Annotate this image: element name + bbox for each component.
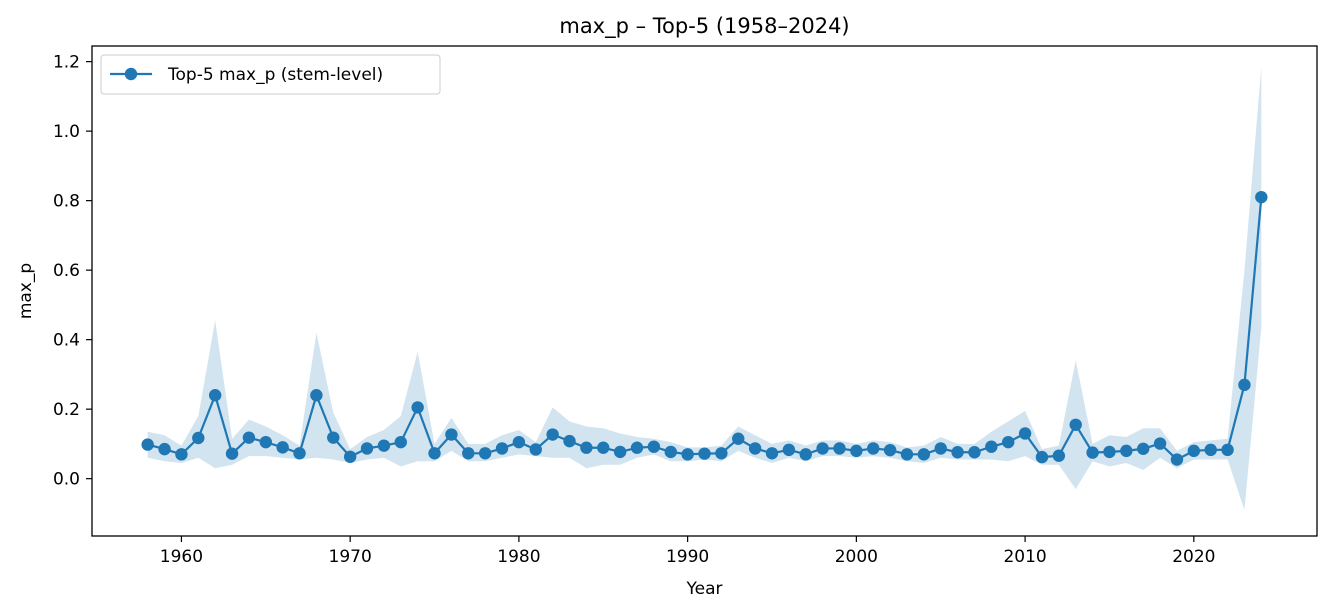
series-marker-layer: [141, 190, 1268, 466]
data-point: [1170, 453, 1184, 466]
data-point: [1238, 378, 1251, 392]
x-tick-label: 1980: [497, 547, 540, 567]
x-tick-label: 2000: [835, 547, 878, 567]
data-point: [647, 440, 661, 453]
data-point: [799, 448, 812, 461]
data-point: [1120, 444, 1133, 458]
data-point: [192, 431, 205, 445]
data-point: [900, 448, 914, 461]
confidence-band-layer: [147, 66, 1262, 510]
data-point: [968, 446, 981, 459]
x-tick-label: 1960: [160, 547, 203, 567]
data-point: [580, 441, 593, 454]
data-point: [1103, 445, 1116, 459]
data-point: [1137, 442, 1150, 455]
y-axis-ticks: 0.0 0.2 0.4 0.6 0.8 1.0 1.2: [53, 53, 92, 490]
data-point: [850, 444, 863, 458]
y-tick-label: 0.8: [53, 192, 80, 212]
y-tick-label: 0.4: [53, 331, 80, 351]
y-tick-label: 1.0: [53, 122, 80, 142]
y-axis-label: max_p: [16, 263, 36, 319]
data-point: [276, 441, 289, 454]
data-point: [1221, 443, 1234, 457]
plot-frame: [91, 45, 1318, 537]
data-point: [310, 389, 323, 402]
data-point: [748, 442, 762, 455]
legend-entry-label: Top-5 max_p (stem-level): [167, 65, 383, 85]
data-point: [259, 435, 272, 449]
chart-title: max_p – Top-5 (1958–2024): [559, 14, 849, 39]
data-point: [833, 442, 846, 455]
y-tick-label: 0.6: [53, 261, 80, 281]
data-point: [225, 447, 239, 460]
data-point: [208, 389, 222, 402]
y-tick-label: 0.2: [53, 400, 80, 420]
x-tick-label: 1970: [329, 547, 372, 567]
x-axis-label: Year: [686, 579, 723, 599]
data-point: [597, 441, 610, 454]
data-point: [1069, 418, 1082, 431]
x-axis-ticks: 1960 1970 1980 1990 2000 2010 2020: [160, 536, 1215, 567]
data-point: [816, 442, 829, 455]
data-point: [495, 442, 509, 455]
data-point: [985, 440, 998, 453]
data-point: [445, 428, 458, 441]
data-point: [715, 447, 728, 460]
legend-marker-swatch: [124, 67, 138, 81]
data-point: [782, 443, 796, 457]
data-point: [1204, 443, 1217, 457]
data-point: [428, 447, 441, 460]
data-point: [546, 428, 559, 441]
data-point: [529, 443, 542, 456]
data-point: [613, 445, 627, 459]
x-tick-label: 2020: [1172, 547, 1215, 567]
data-point: [698, 447, 711, 460]
data-point: [917, 448, 931, 461]
data-point: [1255, 190, 1268, 204]
data-point: [883, 443, 897, 457]
data-point: [1153, 437, 1167, 450]
data-point: [867, 442, 880, 455]
data-point: [512, 435, 526, 449]
data-point: [343, 450, 357, 463]
data-point: [1052, 449, 1066, 462]
data-point: [1187, 444, 1201, 458]
data-point: [360, 442, 374, 455]
data-point: [563, 434, 576, 448]
data-point: [377, 439, 391, 452]
y-tick-label: 0.0: [53, 470, 80, 490]
data-point: [394, 435, 407, 449]
legend: Top-5 max_p (stem-level): [100, 54, 441, 95]
data-point: [462, 447, 475, 460]
data-point: [951, 446, 964, 459]
x-tick-label: 1990: [666, 547, 709, 567]
data-point: [934, 442, 947, 455]
data-point: [630, 441, 644, 454]
data-point: [664, 445, 677, 459]
data-point: [1018, 427, 1032, 440]
data-point: [411, 401, 424, 414]
data-point: [732, 432, 745, 445]
y-tick-label: 1.2: [53, 53, 80, 73]
data-point: [175, 448, 188, 461]
data-point: [1035, 450, 1049, 464]
data-point: [1002, 435, 1015, 449]
data-point: [478, 447, 492, 460]
data-point: [158, 442, 171, 456]
data-point: [141, 438, 154, 451]
x-tick-label: 2010: [1003, 547, 1046, 567]
data-point: [327, 431, 340, 444]
data-point: [293, 447, 306, 460]
confidence-band: [147, 66, 1262, 510]
data-point: [765, 447, 779, 460]
data-point: [242, 431, 256, 444]
data-point: [681, 448, 694, 461]
legend-box: [100, 54, 441, 95]
data-point: [1086, 446, 1099, 459]
